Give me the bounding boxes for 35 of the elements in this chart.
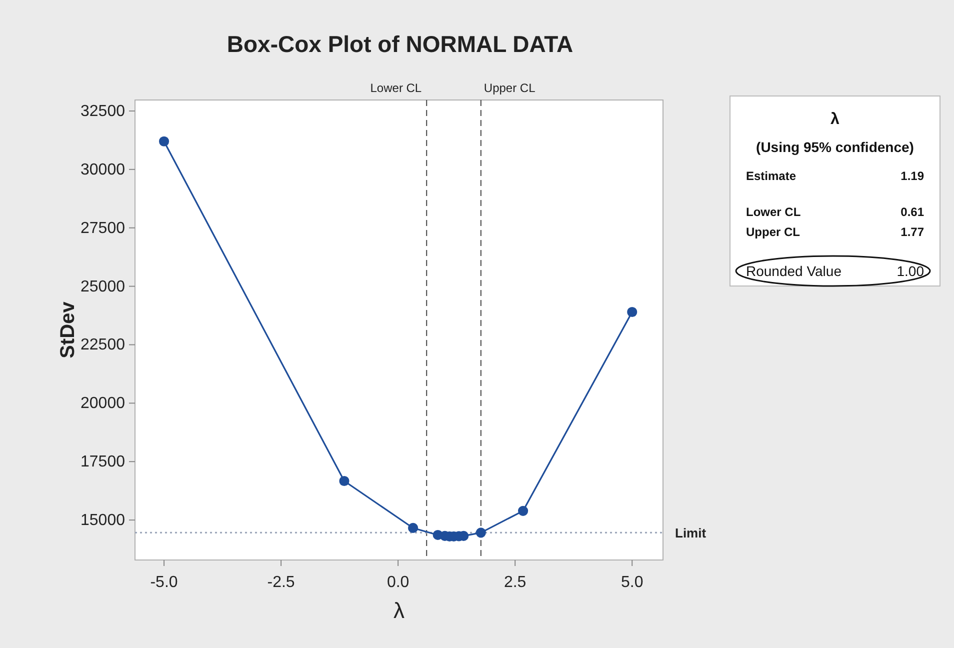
- text: Lower CL: [746, 205, 801, 219]
- text: λ: [830, 111, 840, 128]
- point: [476, 528, 486, 538]
- text: 1.00: [896, 263, 924, 279]
- x-tick-label: 2.5: [504, 574, 526, 591]
- x-tick-label: 5.0: [620, 574, 644, 591]
- point: [627, 306, 638, 318]
- y-tick-label: 30000: [80, 161, 126, 178]
- x-tick-label: -2.5: [267, 574, 295, 591]
- y-tick-label: 25000: [80, 278, 126, 296]
- text: 0.61: [900, 205, 924, 219]
- x-axis-title: λ: [394, 598, 404, 623]
- text: Rounded Value: [746, 263, 842, 279]
- point: [158, 136, 170, 146]
- chart-title: Box-Cox Plot of NORMAL DATA: [226, 31, 574, 57]
- text: (Using 95% confidence): [756, 139, 914, 155]
- point: [339, 476, 350, 486]
- ref-line-label: Upper CL: [484, 81, 536, 95]
- y-axis-title: StDev: [57, 300, 79, 358]
- point: [518, 506, 528, 516]
- x-tick-label: -5.0: [150, 574, 178, 591]
- text: 1.77: [900, 225, 924, 239]
- y-tick-label: 32500: [80, 102, 126, 120]
- text: 1.19: [900, 169, 924, 183]
- x-tick-label: 0.0: [386, 574, 410, 591]
- y-tick-label: 15000: [80, 512, 126, 530]
- point: [408, 522, 418, 534]
- text: Upper CL: [746, 225, 800, 239]
- text: Estimate: [746, 169, 796, 183]
- y-tick-label: 22500: [80, 336, 126, 354]
- y-tick-label: 27500: [80, 220, 126, 237]
- y-tick-label: 20000: [80, 395, 126, 412]
- ref-line-label: Limit: [675, 526, 707, 541]
- y-tick-label: 17500: [80, 454, 126, 471]
- ref-line-label: Lower CL: [370, 81, 422, 95]
